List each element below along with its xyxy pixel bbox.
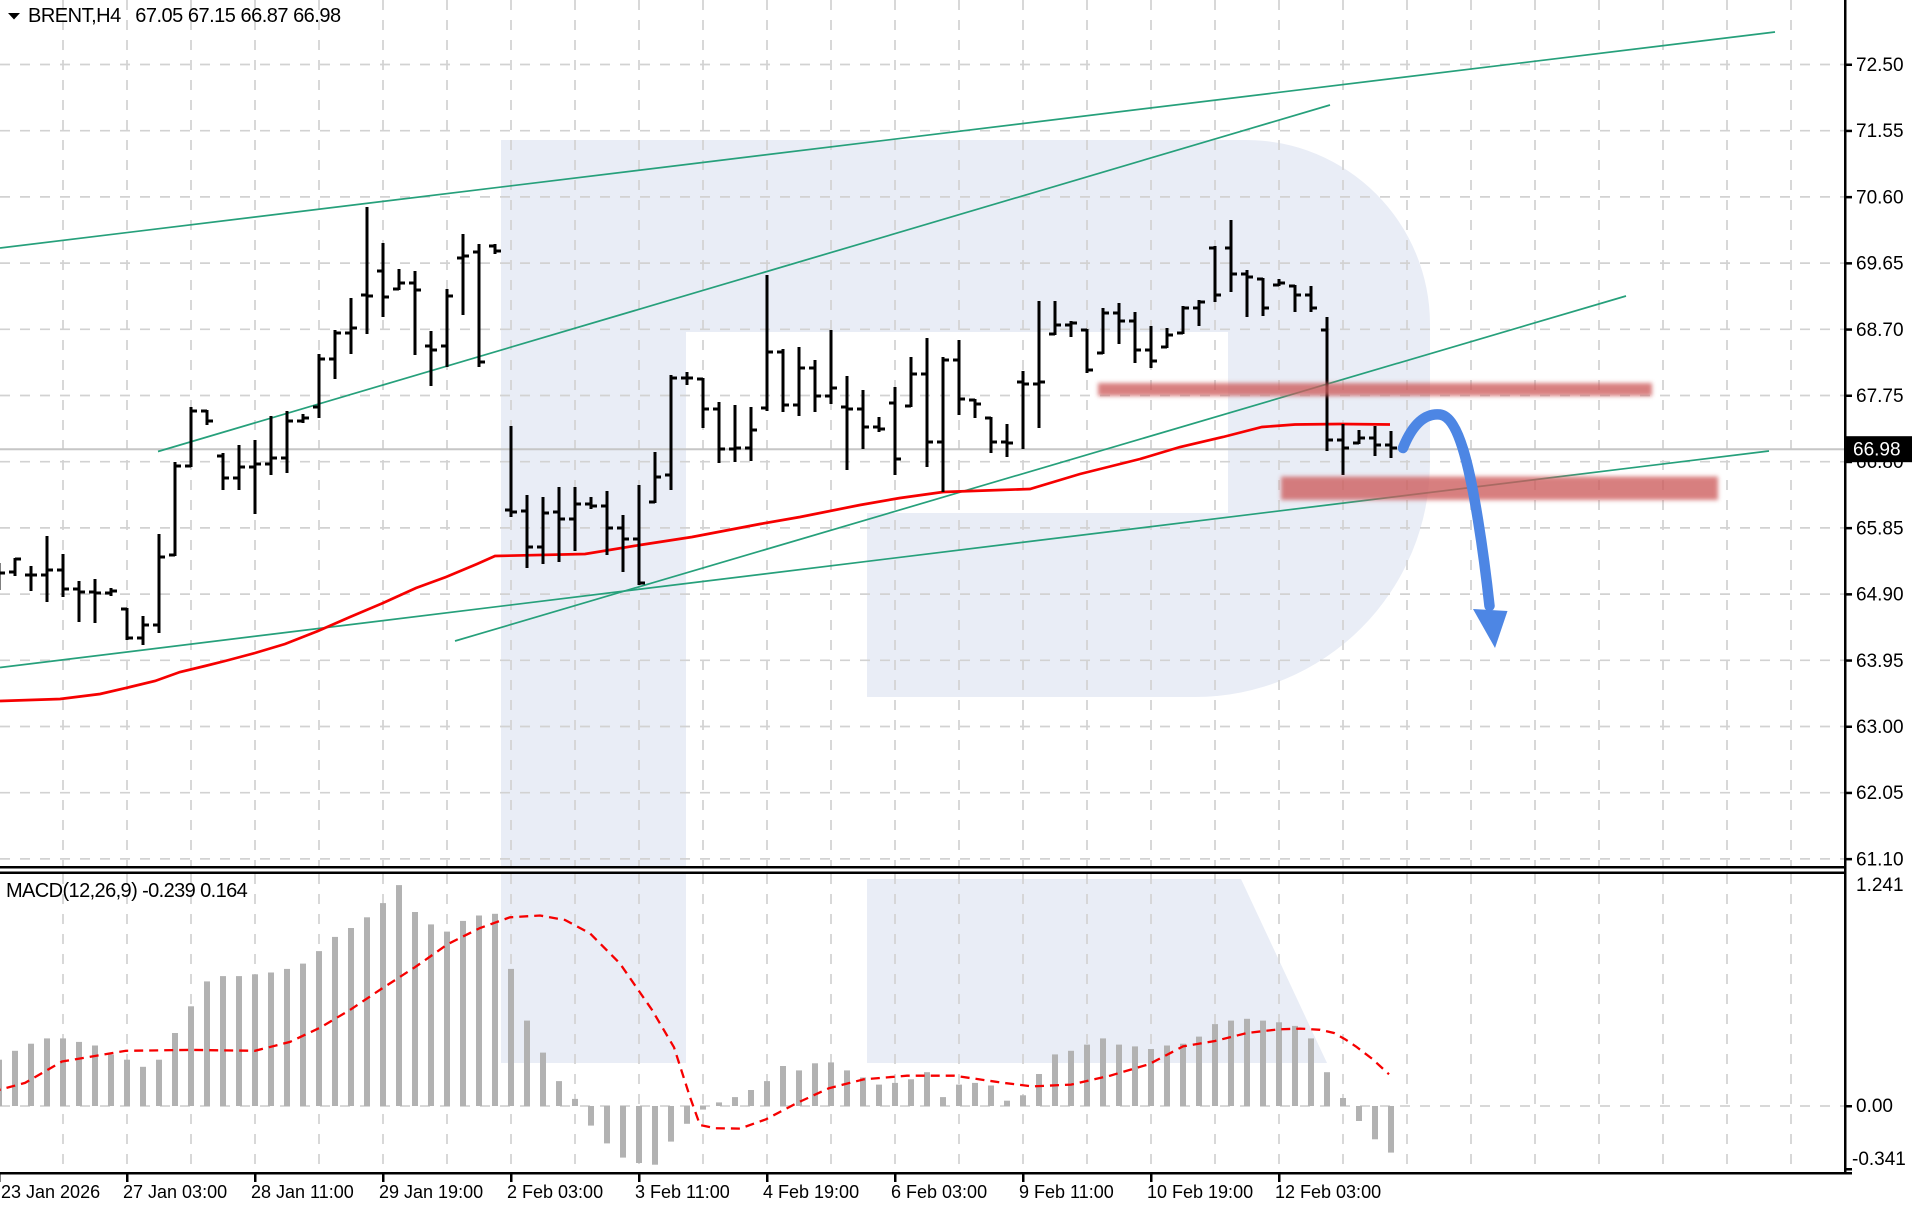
- svg-text:9 Feb 11:00: 9 Feb 11:00: [1019, 1182, 1114, 1202]
- svg-text:68.70: 68.70: [1856, 320, 1904, 341]
- svg-text:MACD(12,26,9) -0.239 0.164: MACD(12,26,9) -0.239 0.164: [6, 880, 248, 902]
- svg-text:4 Feb 19:00: 4 Feb 19:00: [763, 1182, 859, 1202]
- svg-text:3 Feb 11:00: 3 Feb 11:00: [635, 1182, 730, 1202]
- svg-text:10 Feb 19:00: 10 Feb 19:00: [1147, 1182, 1253, 1202]
- svg-text:63.00: 63.00: [1856, 717, 1904, 738]
- svg-text:65.85: 65.85: [1856, 518, 1904, 539]
- svg-text:63.95: 63.95: [1856, 651, 1904, 672]
- svg-text:1.241: 1.241: [1856, 875, 1904, 896]
- svg-text:64.90: 64.90: [1856, 585, 1904, 606]
- svg-text:66.98: 66.98: [1853, 440, 1901, 461]
- svg-text:29 Jan 19:00: 29 Jan 19:00: [379, 1182, 483, 1202]
- svg-text:23 Jan 2026: 23 Jan 2026: [1, 1182, 100, 1202]
- svg-text:6 Feb 03:00: 6 Feb 03:00: [891, 1182, 987, 1202]
- svg-text:70.60: 70.60: [1856, 187, 1904, 208]
- svg-text:72.50: 72.50: [1856, 55, 1904, 76]
- svg-text:-0.341: -0.341: [1852, 1149, 1906, 1170]
- svg-text:69.65: 69.65: [1856, 254, 1904, 275]
- svg-text:67.75: 67.75: [1856, 386, 1904, 407]
- svg-text:0.00: 0.00: [1856, 1096, 1893, 1117]
- svg-text:61.10: 61.10: [1856, 849, 1904, 870]
- svg-text:62.05: 62.05: [1856, 783, 1904, 804]
- svg-text:BRENT,H4 67.05 67.15 66.87 66: BRENT,H4 67.05 67.15 66.87 66.98: [28, 5, 341, 27]
- svg-text:27 Jan 03:00: 27 Jan 03:00: [123, 1182, 227, 1202]
- svg-text:12 Feb 03:00: 12 Feb 03:00: [1275, 1182, 1381, 1202]
- svg-text:2 Feb 03:00: 2 Feb 03:00: [507, 1182, 603, 1202]
- svg-text:28 Jan 11:00: 28 Jan 11:00: [251, 1182, 354, 1202]
- svg-text:71.55: 71.55: [1856, 121, 1904, 142]
